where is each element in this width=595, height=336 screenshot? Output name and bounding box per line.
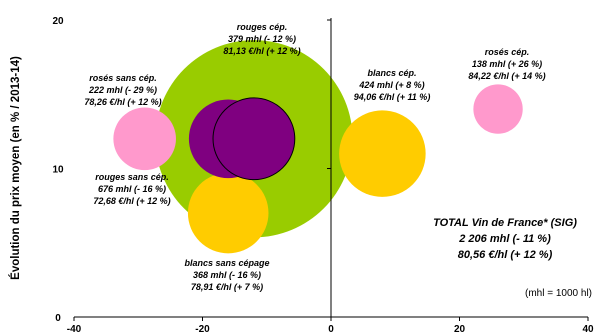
label-rouges-cep-price: 81,13 €/hl (+ 12 %) (223, 46, 300, 56)
axes-layer: -40 -20 0 20 40 0 10 20 (52, 16, 594, 335)
total-label-volume: 2 206 mhl (- 11 %) (458, 233, 551, 245)
x-tick-label: -20 (195, 324, 210, 335)
label-blancs-cep-price: 94,06 €/hl (+ 11 %) (354, 92, 431, 102)
label-blancs-cep-name: blancs cép. (367, 68, 416, 78)
bubbles-layer (113, 40, 523, 254)
label-roses-cep: rosés cép. 138 mhl (+ 26 %) 84,22 €/hl (… (468, 47, 545, 81)
label-rouges-cep: rouges cép. 379 mhl (- 12 %) 81,13 €/hl … (223, 22, 300, 56)
label-roses-cep-volume: 138 mhl (+ 26 %) (472, 59, 542, 69)
unit-note: (mhl = 1000 hl) (525, 288, 592, 299)
label-roses-sans-cep-volume: 222 mhl (- 29 %) (88, 85, 157, 95)
label-roses-sans-cep-name: rosés sans cép. (89, 73, 157, 83)
bubble-blancs-cep (339, 110, 426, 197)
label-roses-cep-price: 84,22 €/hl (+ 14 %) (468, 71, 545, 81)
total-label-title: TOTAL Vin de France* (SIG) (433, 217, 577, 229)
bubble-blancs-sans-cepage (187, 172, 269, 254)
x-tick-label: -40 (67, 324, 82, 335)
y-tick-label: 0 (55, 313, 61, 324)
bubble-roses-cep (473, 84, 523, 134)
label-blancs-cep: blancs cép. 424 mhl (+ 8 %) 94,06 €/hl (… (354, 68, 431, 102)
label-blancs-sans-cepage-name: blancs sans cépage (184, 258, 269, 268)
x-tick-label: 0 (328, 324, 334, 335)
label-rouges-sans-cep-price: 72,68 €/hl (+ 12 %) (93, 196, 170, 206)
label-blancs-sans-cepage-volume: 368 mhl (- 16 %) (193, 270, 261, 280)
label-roses-sans-cep: rosés sans cép. 222 mhl (- 29 %) 78,26 €… (84, 73, 161, 107)
bubble-rouges-cep (212, 97, 296, 181)
label-rouges-cep-volume: 379 mhl (- 12 %) (228, 34, 296, 44)
label-rouges-cep-name: rouges cép. (237, 22, 288, 32)
label-roses-cep-name: rosés cép. (485, 47, 530, 57)
bubble-roses-sans-cep (113, 107, 176, 171)
label-rouges-sans-cep-name: rouges sans cép. (95, 172, 169, 182)
total-label: TOTAL Vin de France* (SIG) 2 206 mhl (- … (433, 217, 577, 261)
label-blancs-sans-cepage-price: 78,91 €/hl (+ 7 %) (191, 282, 263, 292)
y-tick-label: 10 (52, 165, 64, 176)
label-blancs-cep-volume: 424 mhl (+ 8 %) (358, 80, 424, 90)
label-roses-sans-cep-price: 78,26 €/hl (+ 12 %) (84, 97, 161, 107)
x-tick-label: 20 (454, 324, 466, 335)
x-tick-label: 40 (582, 324, 594, 335)
y-axis-label: Évolution du prix moyen (en % / 2013-14) (9, 56, 22, 280)
total-label-price: 80,56 €/hl (+ 12 %) (458, 249, 553, 261)
label-blancs-sans-cepage: blancs sans cépage 368 mhl (- 16 %) 78,9… (184, 258, 269, 292)
label-rouges-sans-cep: rouges sans cép. 676 mhl (- 16 %) 72,68 … (93, 172, 170, 206)
y-tick-label: 20 (52, 16, 64, 27)
label-rouges-sans-cep-volume: 676 mhl (- 16 %) (98, 184, 166, 194)
